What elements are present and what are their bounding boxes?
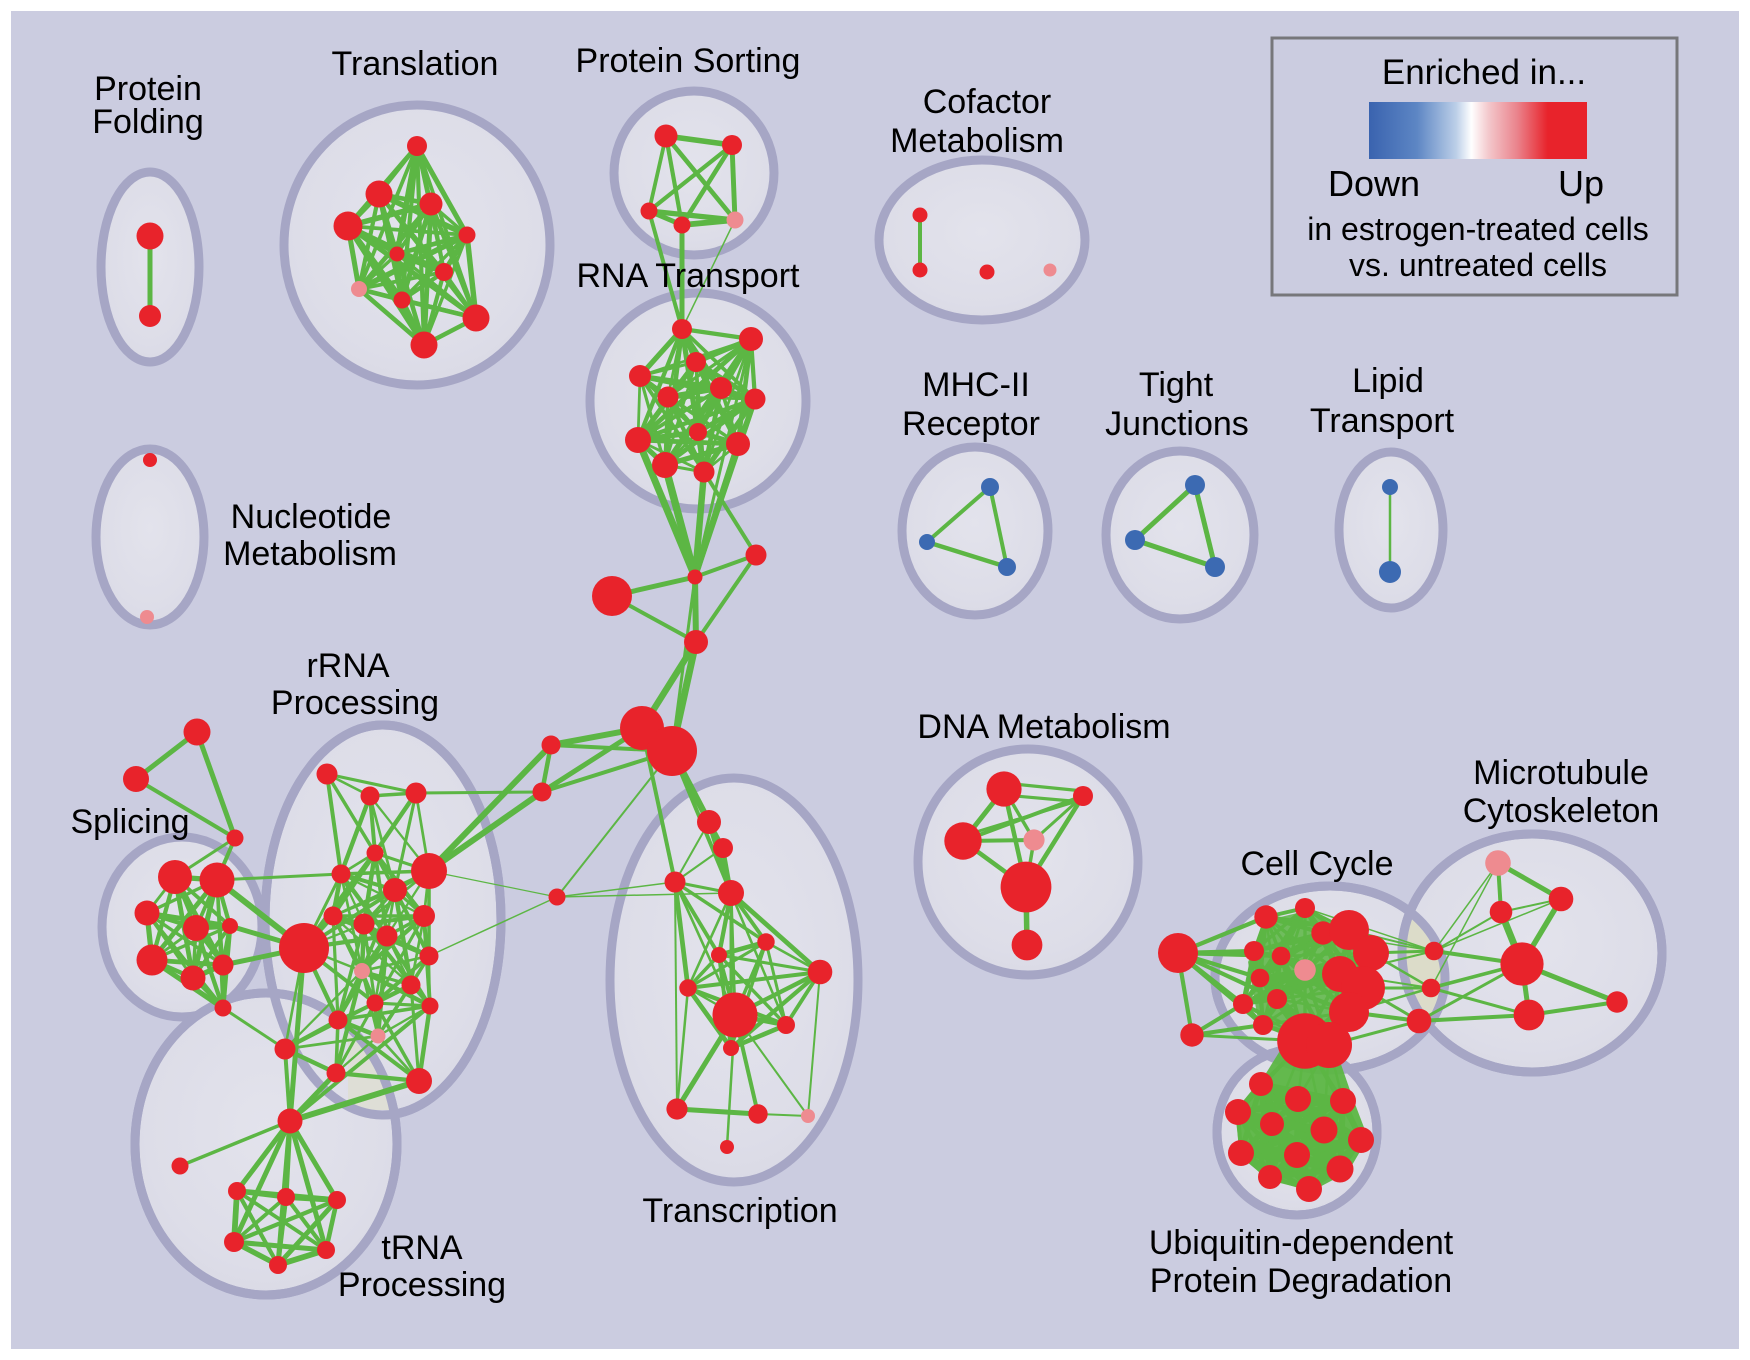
svg-text:Cytoskeleton: Cytoskeleton: [1463, 792, 1660, 830]
svg-text:vs. untreated cells: vs. untreated cells: [1349, 247, 1607, 283]
svg-text:Folding: Folding: [92, 103, 204, 141]
svg-text:Protein Degradation: Protein Degradation: [1150, 1262, 1452, 1300]
svg-text:Splicing: Splicing: [70, 803, 189, 841]
svg-text:Metabolism: Metabolism: [890, 122, 1064, 160]
svg-text:Junctions: Junctions: [1105, 405, 1249, 443]
svg-text:Processing: Processing: [271, 684, 439, 722]
svg-text:Translation: Translation: [332, 45, 499, 83]
svg-text:in estrogen-treated cells: in estrogen-treated cells: [1307, 211, 1649, 247]
svg-text:Up: Up: [1558, 163, 1604, 204]
svg-text:rRNA: rRNA: [306, 647, 389, 685]
svg-text:Tight: Tight: [1139, 366, 1214, 404]
svg-text:Metabolism: Metabolism: [223, 535, 397, 573]
svg-text:Down: Down: [1328, 163, 1420, 204]
svg-text:Microtubule: Microtubule: [1473, 754, 1649, 792]
svg-text:Ubiquitin-dependent: Ubiquitin-dependent: [1149, 1224, 1454, 1262]
svg-text:Protein Sorting: Protein Sorting: [576, 42, 801, 80]
svg-text:Protein: Protein: [94, 70, 202, 108]
svg-text:DNA Metabolism: DNA Metabolism: [917, 708, 1170, 746]
svg-text:RNA Transport: RNA Transport: [577, 257, 801, 295]
svg-text:tRNA: tRNA: [381, 1229, 463, 1267]
svg-text:Processing: Processing: [338, 1266, 506, 1304]
svg-text:Lipid: Lipid: [1352, 362, 1424, 400]
svg-text:Enriched in...: Enriched in...: [1382, 53, 1586, 92]
svg-text:Receptor: Receptor: [902, 405, 1040, 443]
svg-text:Nucleotide: Nucleotide: [231, 498, 392, 536]
svg-text:MHC-II: MHC-II: [922, 366, 1030, 404]
svg-text:Cofactor: Cofactor: [923, 83, 1052, 121]
svg-text:Cell Cycle: Cell Cycle: [1240, 845, 1393, 883]
svg-text:Transcription: Transcription: [642, 1192, 837, 1230]
svg-text:Transport: Transport: [1310, 402, 1455, 440]
